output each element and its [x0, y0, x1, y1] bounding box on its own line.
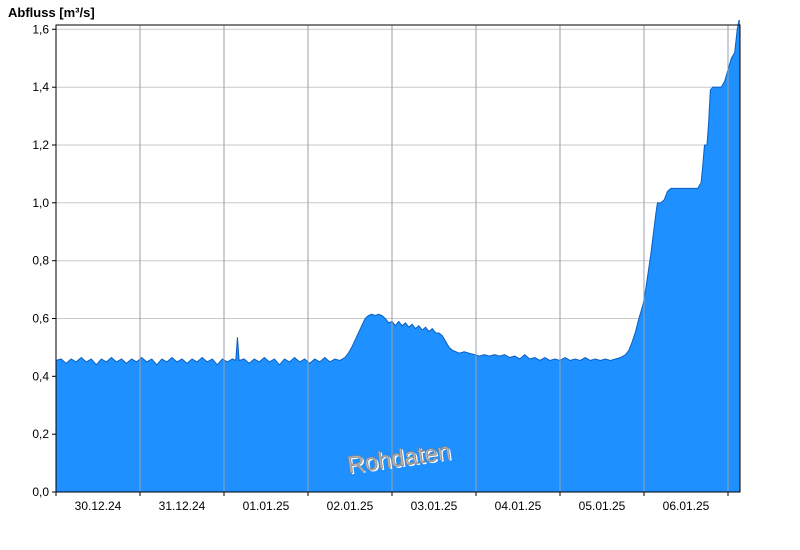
discharge-area-series	[55, 20, 740, 492]
y-tick-label: 1,0	[32, 196, 49, 210]
discharge-line	[55, 20, 740, 366]
plot-border	[55, 24, 741, 493]
x-tick-label: 01.01.25	[243, 499, 290, 513]
x-tick-label: 05.01.25	[579, 499, 626, 513]
y-tick-label: 0,8	[32, 254, 49, 268]
x-tick-label: 31.12.24	[159, 499, 206, 513]
x-tick-label: 06.01.25	[663, 499, 710, 513]
x-tick-label: 04.01.25	[495, 499, 542, 513]
y-tick-label: 0,6	[32, 312, 49, 326]
y-tick-label: 0,2	[32, 427, 49, 441]
x-axis: 30.12.24 31.12.24 01.01.25 02.01.25 03.01.25…	[55, 492, 729, 513]
y-axis: 0,0 0,2 0,4 0,6 0,8 1,0 1,2 1,4 1,6	[32, 22, 56, 499]
y-tick-label: 0,0	[32, 485, 49, 499]
y-tick-label: 1,4	[32, 80, 49, 94]
x-tick-label: 30.12.24	[75, 499, 122, 513]
x-tick-label: 02.01.25	[327, 499, 374, 513]
y-tick-label: 1,2	[32, 138, 49, 152]
x-tick-label: 03.01.25	[411, 499, 458, 513]
y-tick-label: 1,6	[32, 22, 49, 36]
discharge-area	[56, 20, 740, 492]
y-tick-label: 0,4	[32, 369, 49, 383]
vertical-gridlines	[139, 25, 729, 492]
y-axis-title: Abfluss [m³/s]	[8, 5, 95, 20]
